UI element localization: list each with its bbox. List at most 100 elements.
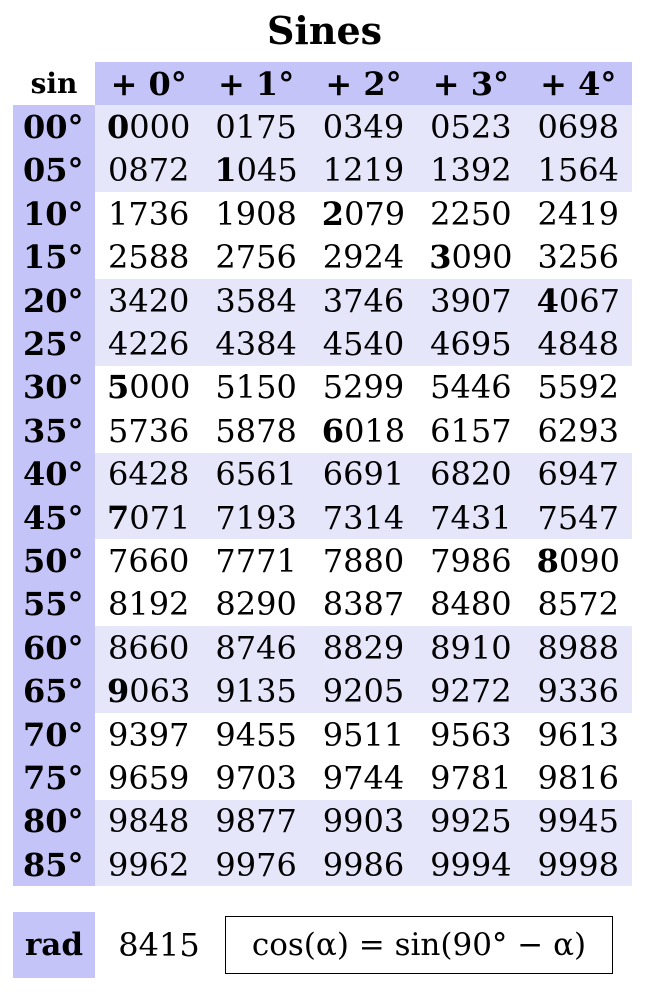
table-cell: 5000 [95,365,203,410]
table-cell: 9925 [417,799,525,844]
row-header: 10° [13,192,95,236]
table-cell: 7547 [524,495,632,540]
rad-label: rad [13,912,95,978]
table-cell: 9703 [202,756,310,800]
table-cell: 1045 [202,148,310,193]
table-cell: 6428 [95,452,203,496]
table-cell: 4848 [524,322,632,366]
table-cell: 9816 [524,756,632,800]
table-row: 15° 2588 2756 2924 3090 3256 [13,235,632,279]
row-header: 25° [13,322,95,366]
table-cell: 5736 [95,409,203,453]
table-cell: 6947 [524,452,632,496]
column-header: + 2° [309,62,418,106]
table-cell: 8988 [524,626,632,670]
table-body: 00° 0000 0175 0349 0523 0698 05° 0872 1045 1219 13… [13,105,632,887]
leading-digit: 6 [321,411,345,450]
table-row: 85° 9962 9976 9986 9994 9998 [13,843,632,887]
table-row: 05° 0872 1045 1219 1392 1564 [13,148,632,193]
table-row: 80° 9848 9877 9903 9925 9945 [13,799,632,844]
table-cell: 5878 [202,409,310,453]
column-header: + 1° [202,62,310,106]
table-cell: 7431 [417,495,525,540]
table-cell: 9945 [524,799,632,844]
row-header: 35° [13,409,95,453]
table-cell: 9135 [202,669,310,713]
leading-digit: 7 [107,498,130,537]
table-cell: 3746 [309,278,418,323]
identity-formula: cos(α) = sin(90° − α) [225,916,613,974]
table-cell: 9986 [309,843,418,887]
corner-label: sin [13,62,95,106]
table-cell: 6293 [524,409,632,453]
table-cell: 9903 [309,799,418,844]
leading-digit: 8 [536,541,559,580]
table-cell: 9848 [95,799,203,844]
table-row: 65° 9063 9135 9205 9272 9336 [13,669,632,713]
table-cell: 0000 [95,105,203,149]
table-cell: 9563 [417,712,525,757]
table-row: 30° 5000 5150 5299 5446 5592 [13,365,632,410]
table-cell: 7880 [309,539,418,583]
page-title: Sines [266,8,383,53]
table-cell: 2924 [309,235,418,279]
row-header: 15° [13,235,95,279]
table-cell: 4695 [417,322,525,366]
table-cell: 4226 [95,322,203,366]
table-row: 50° 7660 7771 7880 7986 8090 [13,539,632,583]
table-cell: 9063 [95,669,203,713]
table-cell: 7660 [95,539,203,583]
table-row: 35° 5736 5878 6018 6157 6293 [13,409,632,453]
trailing-digits: 045 [236,151,298,190]
table-cell: 2756 [202,235,310,279]
leading-digit: 3 [429,238,452,277]
table-cell: 2250 [417,192,525,236]
table-cell: 6157 [417,409,525,453]
row-header: 05° [13,148,95,193]
table-cell: 8660 [95,626,203,670]
trailing-digits: 000 [129,368,191,407]
table-row: 60° 8660 8746 8829 8910 8988 [13,626,632,670]
table-row: 70° 9397 9455 9511 9563 9613 [13,712,632,757]
table-cell: 8910 [417,626,525,670]
table-cell: 5150 [202,365,310,410]
table-cell: 0523 [417,105,525,149]
row-header: 65° [13,669,95,713]
table-cell: 8572 [524,582,632,627]
table-cell: 3090 [417,235,525,279]
table-cell: 9976 [202,843,310,887]
table-cell: 2419 [524,192,632,236]
row-header: 00° [13,105,95,149]
column-header: + 0° [95,62,203,106]
table-cell: 0698 [524,105,632,149]
table-cell: 7986 [417,539,525,583]
table-cell: 6018 [309,409,418,453]
trailing-digits: 090 [451,238,513,277]
table-cell: 9877 [202,799,310,844]
table-cell: 8829 [309,626,418,670]
table-cell: 7071 [95,495,203,540]
row-header: 40° [13,452,95,496]
table-cell: 8290 [202,582,310,627]
table-cell: 2079 [309,192,418,236]
table-row: 45° 7071 7193 7314 7431 7547 [13,495,632,540]
table-row: 20° 3420 3584 3746 3907 4067 [13,278,632,323]
table-row: 25° 4226 4384 4540 4695 4848 [13,322,632,366]
table-cell: 1908 [202,192,310,236]
table-row: 75° 9659 9703 9744 9781 9816 [13,756,632,800]
table-cell: 9455 [202,712,310,757]
table-row: 55° 8192 8290 8387 8480 8572 [13,582,632,627]
leading-digit: 0 [107,108,130,147]
sine-table: sin + 0° + 1° + 2° + 3° + 4° 00° 0000 0175… [13,62,632,887]
column-header: + 4° [524,62,632,106]
table-cell: 8746 [202,626,310,670]
table-cell: 8192 [95,582,203,627]
table-cell: 9659 [95,756,203,800]
leading-digit: 5 [107,368,130,407]
table-cell: 5299 [309,365,418,410]
trailing-digits: 018 [344,411,406,450]
table-cell: 4384 [202,322,310,366]
table-cell: 3420 [95,278,203,323]
table-cell: 0872 [95,148,203,193]
leading-digit: 4 [536,281,559,320]
